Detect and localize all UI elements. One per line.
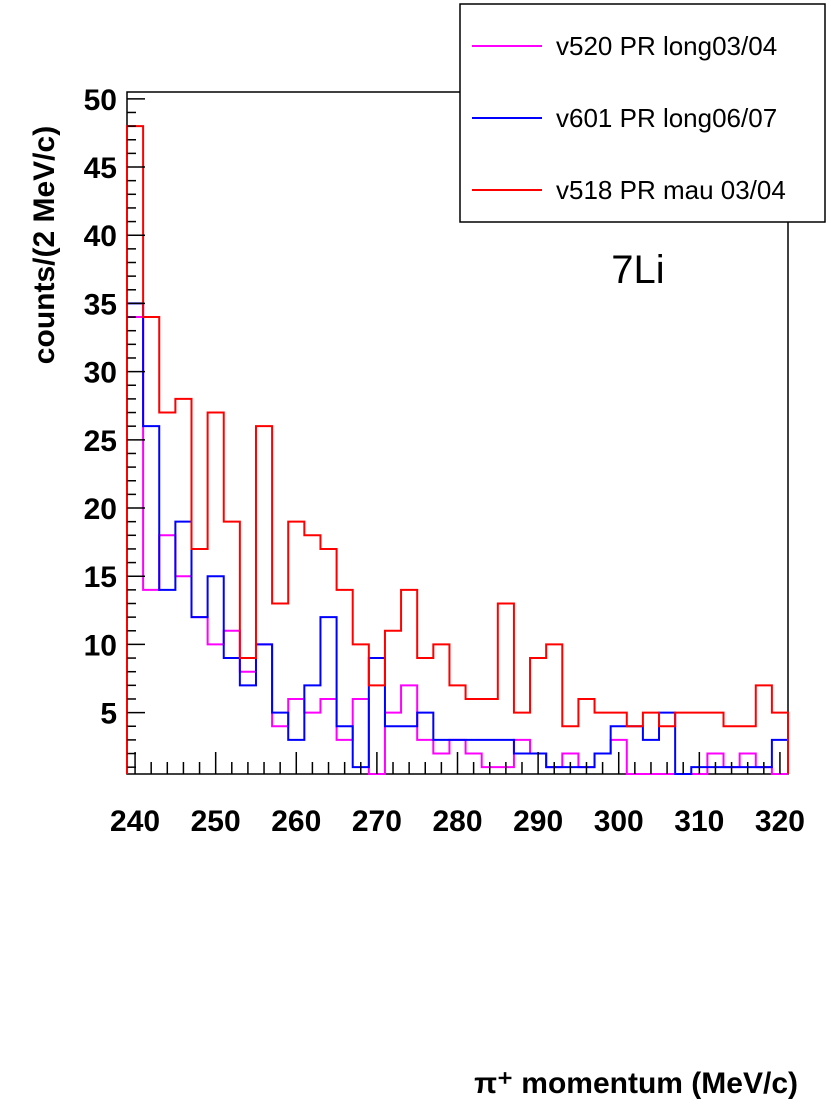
y-tick-label: 45 — [84, 152, 117, 185]
y-tick-label: 25 — [84, 425, 117, 458]
y-tick-label: 40 — [84, 220, 117, 253]
legend-box — [459, 3, 826, 223]
legend: v520 PR long03/04 v601 PR long06/07 v518 P… — [459, 3, 826, 223]
histogram-series-3 — [126, 125, 789, 774]
histogram-series-2 — [126, 302, 789, 775]
y-tick-label: 20 — [84, 493, 117, 526]
legend-label-3: v518 PR mau 03/04 — [556, 175, 786, 205]
x-tick-label: 310 — [674, 805, 724, 838]
legend-label-2: v601 PR long06/07 — [556, 103, 777, 133]
x-tick-label: 270 — [352, 805, 402, 838]
y-tick-label: 10 — [84, 629, 117, 662]
y-axis-title: counts/(2 MeV/c) — [28, 126, 61, 364]
y-tick-label: 35 — [84, 288, 117, 321]
y-tick-label: 5 — [100, 698, 117, 731]
x-tick-label: 250 — [191, 805, 241, 838]
x-tick-label: 300 — [594, 805, 644, 838]
y-tick-label: 15 — [84, 561, 117, 594]
target-annotation: 7Li — [611, 248, 664, 292]
x-axis-ticks: 240 250 260 270 280 290 300 310 320 — [110, 752, 805, 838]
x-tick-label: 240 — [110, 805, 160, 838]
x-tick-label: 280 — [432, 805, 482, 838]
y-tick-label: 30 — [84, 357, 117, 390]
y-axis-ticks: 5 10 15 20 25 30 35 40 45 50 — [84, 84, 145, 768]
series-layer — [126, 125, 789, 775]
legend-label-1: v520 PR long03/04 — [556, 31, 777, 61]
y-tick-label: 50 — [84, 84, 117, 117]
x-tick-label: 290 — [513, 805, 563, 838]
x-tick-label: 320 — [755, 805, 805, 838]
x-axis-title: π⁺ momentum (MeV/c) — [474, 1067, 798, 1100]
legend-entries: v520 PR long03/04 v601 PR long06/07 v518 P… — [472, 31, 786, 205]
x-tick-label: 260 — [271, 805, 321, 838]
